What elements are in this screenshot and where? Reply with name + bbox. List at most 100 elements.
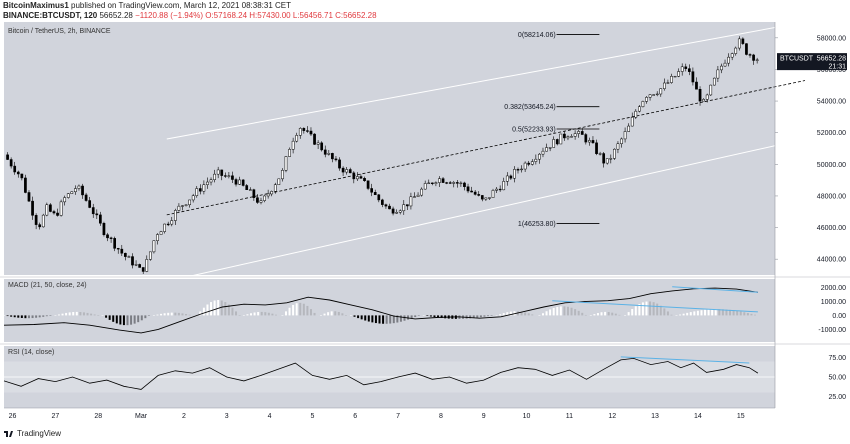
candle-down — [120, 248, 124, 254]
candle-down — [477, 194, 481, 196]
macd-histogram-bar — [242, 315, 245, 316]
macd-pane-background — [4, 279, 775, 342]
macd-histogram-bar — [422, 315, 425, 316]
macd-histogram-bar — [199, 311, 202, 316]
macd-histogram-bar — [469, 315, 472, 319]
candle-up — [263, 195, 266, 201]
x-axis-label: 3 — [225, 413, 229, 420]
candle-down — [555, 139, 559, 145]
last-price-time: 21:31 — [828, 64, 846, 71]
candle-up — [395, 212, 398, 214]
candle-down — [20, 173, 24, 179]
macd-divergence-line — [672, 286, 758, 293]
macd-histogram-bar — [524, 312, 527, 316]
macd-histogram-bar — [185, 314, 188, 316]
macd-histogram-bar — [604, 311, 607, 316]
macd-histogram-bar — [641, 302, 644, 316]
rsi-axis-label: 50.00 — [828, 375, 846, 382]
macd-histogram-bar — [652, 302, 655, 316]
macd-histogram-bar — [65, 312, 68, 316]
macd-axis-label: 0.00 — [832, 313, 846, 320]
candle-up — [77, 185, 81, 189]
macd-histogram-bar — [292, 304, 295, 316]
rsi-pane-title: RSI (14, close) — [8, 349, 54, 356]
macd-histogram-bar — [295, 303, 298, 316]
price-pane-title: Bitcoin / TetherUS, 2h, BINANCE — [8, 28, 111, 35]
price-pane[interactable]: 0(58214.06) 0.382(53645.24) 0.5(52233.93) 1… — [4, 22, 806, 282]
candle-up — [170, 220, 174, 225]
low-value: L:56456.71 — [292, 11, 333, 20]
candle-up — [298, 128, 302, 136]
macd-histogram-bar — [656, 303, 659, 316]
macd-histogram-bar — [330, 311, 333, 316]
price-axis-label: 46000.00 — [817, 225, 846, 232]
macd-histogram-bar — [403, 315, 406, 321]
candle-down — [752, 54, 755, 61]
candle-up — [259, 200, 263, 203]
candle-down — [49, 204, 52, 212]
candle-up — [520, 168, 523, 171]
candle-up — [609, 158, 613, 160]
channel-upper-line — [166, 22, 806, 140]
macd-histogram-bar — [238, 315, 241, 316]
candle-up — [680, 66, 684, 72]
macd-histogram-bar — [437, 315, 440, 318]
candle-up — [459, 182, 463, 185]
macd-histogram-bar — [382, 315, 385, 324]
macd-histogram-bar — [10, 315, 13, 317]
macd-histogram-bar — [235, 311, 238, 316]
candle-up — [645, 97, 648, 102]
macd-histogram-bar — [746, 313, 749, 316]
rsi-axis-label: 25.00 — [828, 394, 846, 401]
candle-down — [84, 194, 88, 201]
macd-axis-label: 2000.00 — [821, 285, 846, 292]
candle-up — [273, 184, 277, 192]
candle-down — [81, 185, 84, 196]
candle-up — [484, 197, 488, 200]
price-axis-label: 58000.00 — [817, 35, 846, 42]
macd-histogram-bar — [220, 300, 223, 316]
candle-up — [559, 133, 563, 145]
macd-histogram-bar — [79, 312, 82, 316]
candle-up — [184, 204, 188, 206]
candle-down — [334, 158, 338, 161]
candle-up — [345, 169, 349, 173]
macd-histogram-bar — [618, 314, 621, 316]
candle-down — [580, 131, 584, 135]
candle-up — [570, 136, 573, 138]
macd-histogram-bar — [281, 315, 284, 316]
macd-histogram-bar — [374, 315, 377, 324]
macd-histogram-bar — [754, 314, 757, 316]
author-name[interactable]: BitcoinMaximus1 — [3, 1, 69, 10]
x-axis-label: 12 — [608, 413, 616, 420]
macd-histogram-bar — [163, 313, 166, 316]
candle-down — [223, 175, 227, 177]
candle-up — [623, 131, 627, 140]
x-axis-label: 4 — [268, 413, 272, 420]
fib-level-label: 1(46253.80) — [518, 221, 556, 228]
candle-up — [638, 106, 641, 112]
macd-axis-label: -1000.00 — [818, 327, 846, 334]
candle-down — [370, 188, 374, 193]
candle-up — [712, 77, 716, 86]
macd-histogram-bar — [327, 312, 330, 316]
trading-chart[interactable]: 0(58214.06) 0.382(53645.24) 0.5(52233.93) 1… — [0, 22, 850, 426]
footer-brand[interactable]: TradingView — [4, 429, 61, 438]
candle-down — [359, 176, 363, 179]
candle-down — [34, 215, 38, 225]
candle-up — [630, 116, 634, 127]
candle-down — [595, 142, 598, 154]
macd-histogram-bar — [337, 311, 340, 316]
candle-down — [695, 81, 698, 90]
macd-histogram-bar — [385, 315, 388, 324]
candle-up — [291, 140, 295, 150]
macd-pane[interactable]: MACD (21, 50, close, 24) — [3, 279, 775, 342]
macd-histogram-bar — [399, 315, 402, 322]
open-value: O:57168.24 — [205, 11, 248, 20]
rsi-pane[interactable]: RSI (14, close) — [3, 346, 775, 408]
last-price-marker — [777, 53, 847, 71]
candle-down — [231, 175, 234, 180]
candle-up — [209, 179, 213, 183]
candle-up — [438, 178, 441, 183]
macd-histogram-bar — [35, 315, 38, 318]
